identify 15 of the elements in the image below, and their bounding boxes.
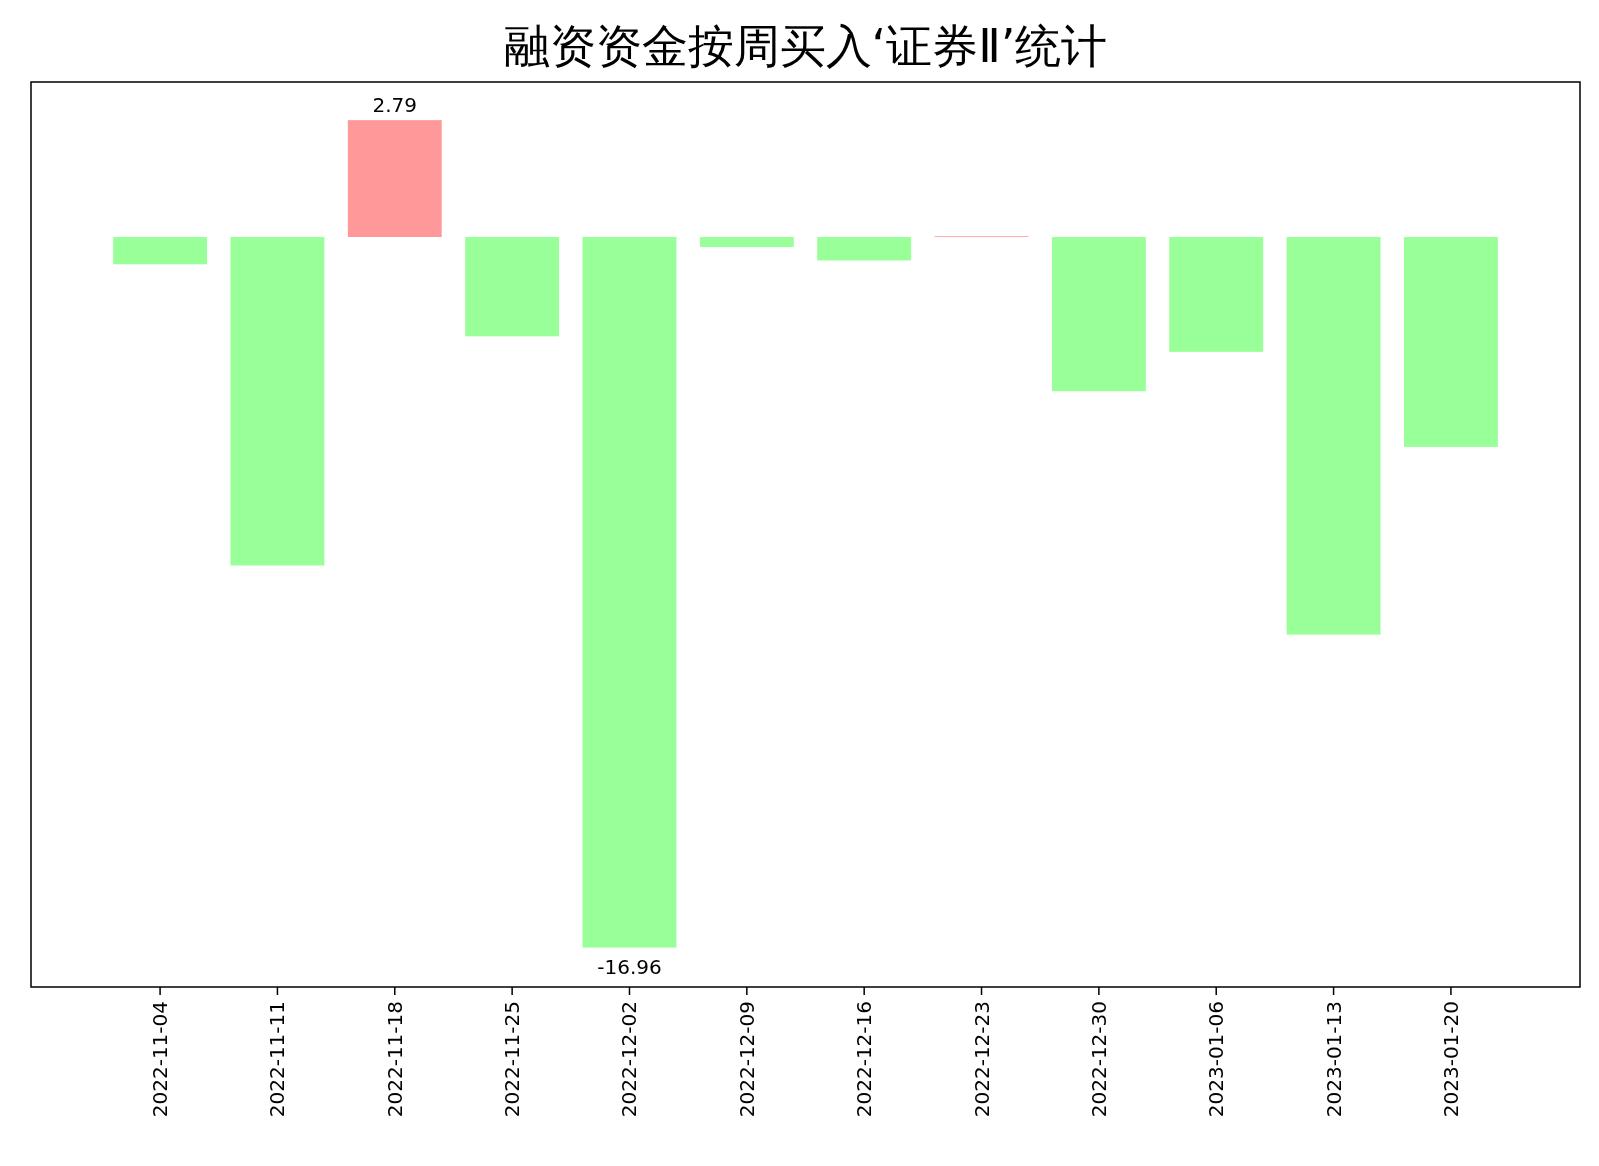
data-label: -16.96 xyxy=(597,954,662,979)
chart-title: 融资资金按周买入‘证券Ⅱ’统计 xyxy=(503,19,1108,73)
x-tick-label: 2023-01-20 xyxy=(1438,1001,1463,1118)
data-label: 2.79 xyxy=(372,93,418,118)
x-tick-label: 2022-11-04 xyxy=(148,1001,173,1118)
x-tick-label: 2022-12-30 xyxy=(1086,1001,1111,1118)
x-tick-label: 2022-12-09 xyxy=(734,1001,759,1118)
x-tick-label: 2022-12-23 xyxy=(969,1001,994,1118)
x-tick-label: 2022-12-16 xyxy=(852,1001,877,1118)
x-tick-label: 2022-11-25 xyxy=(500,1001,525,1118)
x-tick-label: 2023-01-13 xyxy=(1321,1001,1346,1118)
x-tick-label: 2023-01-06 xyxy=(1204,1001,1229,1118)
x-tick-label: 2022-12-02 xyxy=(617,1001,642,1118)
x-tick-label: 2022-11-11 xyxy=(265,1001,290,1118)
x-tick-label: 2022-11-18 xyxy=(382,1001,407,1118)
